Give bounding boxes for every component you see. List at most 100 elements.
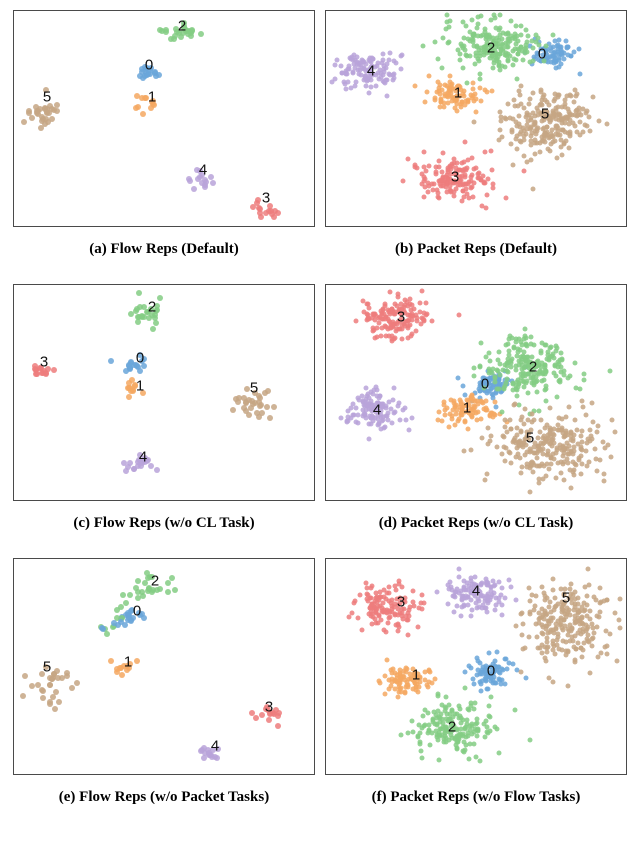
point-cluster-5 (499, 119, 504, 124)
point-cluster-5 (40, 695, 46, 701)
point-cluster-2 (146, 315, 152, 321)
point-cluster-5 (569, 634, 574, 639)
point-cluster-1 (443, 412, 448, 417)
point-cluster-1 (474, 96, 479, 101)
point-cluster-0 (565, 45, 570, 50)
point-cluster-2 (473, 700, 478, 705)
point-cluster-5 (605, 597, 610, 602)
point-cluster-2 (516, 47, 521, 52)
point-cluster-5 (577, 457, 582, 462)
point-cluster-5 (595, 625, 600, 630)
point-cluster-2 (426, 729, 431, 734)
point-cluster-2 (495, 358, 500, 363)
point-cluster-4 (500, 585, 505, 590)
point-cluster-2 (474, 25, 479, 30)
point-cluster-3 (253, 715, 259, 721)
point-cluster-5 (561, 128, 566, 133)
point-cluster-3 (416, 625, 421, 630)
point-cluster-0 (500, 667, 505, 672)
point-cluster-4 (348, 86, 353, 91)
point-cluster-5 (618, 597, 623, 602)
point-cluster-5 (535, 456, 540, 461)
point-cluster-2 (157, 295, 163, 301)
point-cluster-5 (572, 589, 577, 594)
point-cluster-4 (448, 585, 453, 590)
point-cluster-2 (475, 729, 480, 734)
point-trail (111, 620, 117, 626)
point-cluster-3 (378, 618, 383, 623)
point-cluster-3 (365, 315, 370, 320)
point-cluster-5 (589, 400, 594, 405)
point-cluster-5 (64, 673, 70, 679)
cluster-label-4: 4 (472, 583, 480, 600)
point-cluster-1 (479, 399, 484, 404)
point-cluster-2 (165, 589, 171, 595)
point-cluster-5 (585, 567, 590, 572)
point-cluster-0 (484, 686, 489, 691)
point-cluster-2 (525, 344, 530, 349)
point-cluster-3 (375, 599, 380, 604)
point-cluster-5 (587, 439, 592, 444)
point-cluster-2 (530, 375, 535, 380)
point-cluster-4 (403, 417, 408, 422)
point-cluster-5 (549, 142, 554, 147)
point-cluster-2 (135, 578, 141, 584)
point-cluster-4 (488, 584, 493, 589)
point-cluster-0 (556, 42, 561, 47)
point-cluster-2 (435, 708, 440, 713)
point-cluster-5 (564, 648, 569, 653)
point-cluster-3 (423, 301, 428, 306)
point-cluster-5 (519, 633, 524, 638)
point-cluster-2 (172, 587, 178, 593)
point-cluster-4 (460, 604, 465, 609)
point-cluster-4 (344, 72, 349, 77)
point-cluster-4 (377, 393, 382, 398)
point-cluster-5 (579, 646, 584, 651)
point-cluster-3 (460, 169, 465, 174)
point-cluster-2 (418, 742, 423, 747)
point-cluster-2 (467, 742, 472, 747)
point-cluster-1 (398, 668, 403, 673)
point-cluster-5 (564, 415, 569, 420)
point-cluster-2 (535, 389, 540, 394)
point-cluster-4 (354, 80, 359, 85)
point-cluster-2 (458, 721, 463, 726)
panel-e: 012345 (e) Flow Reps (w/o Packet Tasks) (10, 558, 318, 824)
point-cluster-1 (378, 681, 383, 686)
point-cluster-4 (148, 463, 154, 469)
point-cluster-2 (455, 48, 460, 53)
point-cluster-1 (490, 88, 495, 93)
point-cluster-2 (498, 13, 503, 18)
point-cluster-5 (519, 101, 524, 106)
point-cluster-2 (417, 722, 422, 727)
point-cluster-5 (581, 601, 586, 606)
point-cluster-3 (406, 633, 411, 638)
point-cluster-3 (468, 185, 473, 190)
point-cluster-1 (423, 99, 428, 104)
point-cluster-5 (519, 83, 524, 88)
point-cluster-5 (546, 147, 551, 152)
point-cluster-1 (438, 100, 443, 105)
point-cluster-5 (555, 631, 560, 636)
point-cluster-2 (487, 359, 492, 364)
point-cluster-2 (441, 739, 446, 744)
point-cluster-2 (462, 35, 467, 40)
point-cluster-3 (365, 592, 370, 597)
point-cluster-5 (566, 405, 571, 410)
point-cluster-5 (271, 404, 277, 410)
point-cluster-2 (512, 31, 517, 36)
cluster-label-3: 3 (265, 699, 273, 716)
point-cluster-5 (572, 124, 577, 129)
point-cluster-0 (550, 53, 555, 58)
point-cluster-5 (515, 147, 520, 152)
point-cluster-5 (565, 626, 570, 631)
point-cluster-2 (441, 35, 446, 40)
point-cluster-2 (568, 374, 573, 379)
point-cluster-2 (471, 373, 476, 378)
point-cluster-3 (406, 618, 411, 623)
point-cluster-3 (359, 627, 364, 632)
point-cluster-5 (536, 477, 541, 482)
point-cluster-2 (483, 354, 488, 359)
point-cluster-4 (350, 70, 355, 75)
point-cluster-3 (367, 606, 372, 611)
